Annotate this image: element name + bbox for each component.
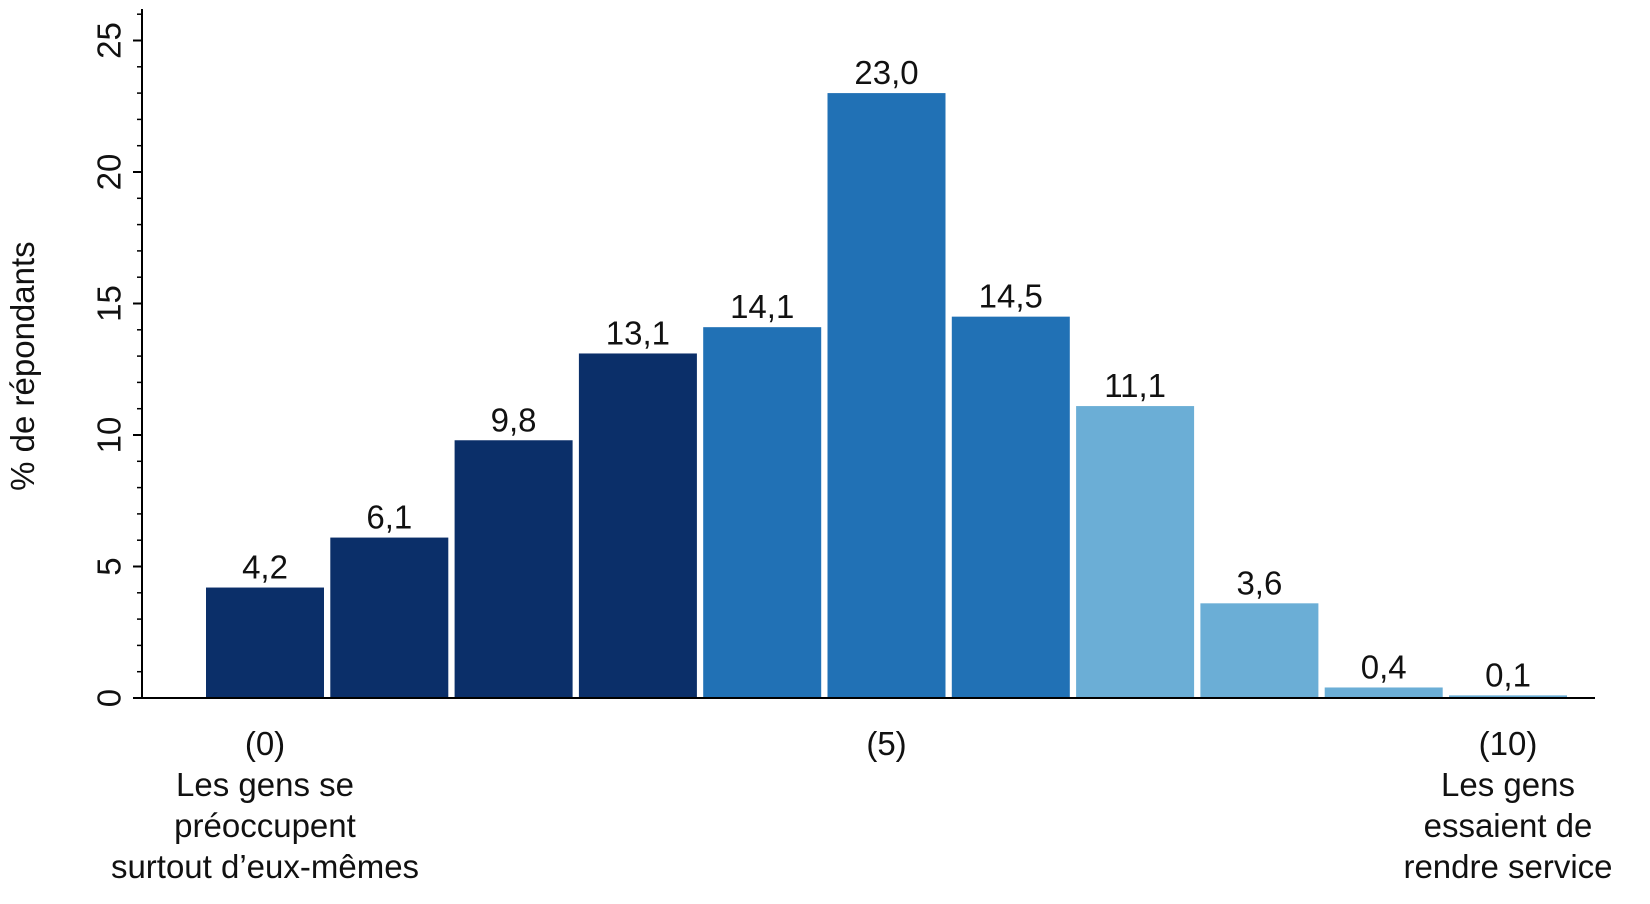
data-label-10: 0,1 [1485, 656, 1531, 693]
bar-2 [454, 440, 573, 698]
data-label-3: 13,1 [606, 314, 670, 351]
bar-8 [1200, 603, 1319, 698]
x-annotation-5-line-0: (5) [866, 725, 906, 762]
data-label-7: 11,1 [1104, 367, 1166, 404]
x-annotation-10-line-0: (10) [1479, 725, 1538, 762]
x-annotation-0-line-1: Les gens se [176, 766, 354, 803]
data-label-1: 6,1 [366, 499, 412, 536]
y-axis: 0 5 10 15 20 25 [91, 9, 143, 707]
x-annotation-10-line-3: rendre service [1403, 848, 1612, 885]
data-label-8: 3,6 [1236, 564, 1282, 601]
y-tick-label-25: 25 [91, 22, 128, 59]
y-tick-label-15: 15 [91, 285, 128, 322]
bar-10 [1449, 695, 1567, 698]
bar-4 [703, 327, 822, 698]
y-tick-label-20: 20 [91, 154, 128, 191]
y-axis-title: % de répondants [4, 241, 41, 491]
x-annotation-0-line-0: (0) [245, 725, 285, 762]
data-label-6: 14,5 [979, 278, 1043, 315]
bar-7 [1076, 406, 1195, 698]
bar-9 [1324, 687, 1443, 698]
bar-5 [827, 93, 946, 699]
bar-3 [578, 353, 697, 698]
data-label-4: 14,1 [730, 288, 794, 325]
bar-1 [330, 537, 449, 698]
data-label-5: 23,0 [854, 54, 918, 91]
x-annotations-group: (0) Les gens se préoccupent surtout d’eux-m… [111, 725, 1613, 885]
data-label-9: 0,4 [1361, 648, 1407, 685]
data-label-0: 4,2 [242, 549, 288, 586]
y-tick-label-10: 10 [91, 417, 128, 454]
y-tick-label-0: 0 [91, 689, 128, 707]
x-annotation-10-line-1: Les gens [1441, 766, 1575, 803]
x-annotation-10-line-2: essaient de [1424, 807, 1593, 844]
x-annotation-0-line-3: surtout d’eux-mêmes [111, 848, 419, 885]
data-label-2: 9,8 [491, 401, 537, 438]
bars-group [206, 93, 1567, 699]
y-tick-label-5: 5 [91, 557, 128, 575]
bar-6 [951, 316, 1070, 698]
value-labels-group: 4,2 6,1 9,8 13,1 14,1 23,0 14,5 11,1 3,6 0,4 0,1 [242, 54, 1531, 693]
bar-0 [206, 587, 324, 698]
x-annotation-0-line-2: préoccupent [174, 807, 356, 844]
